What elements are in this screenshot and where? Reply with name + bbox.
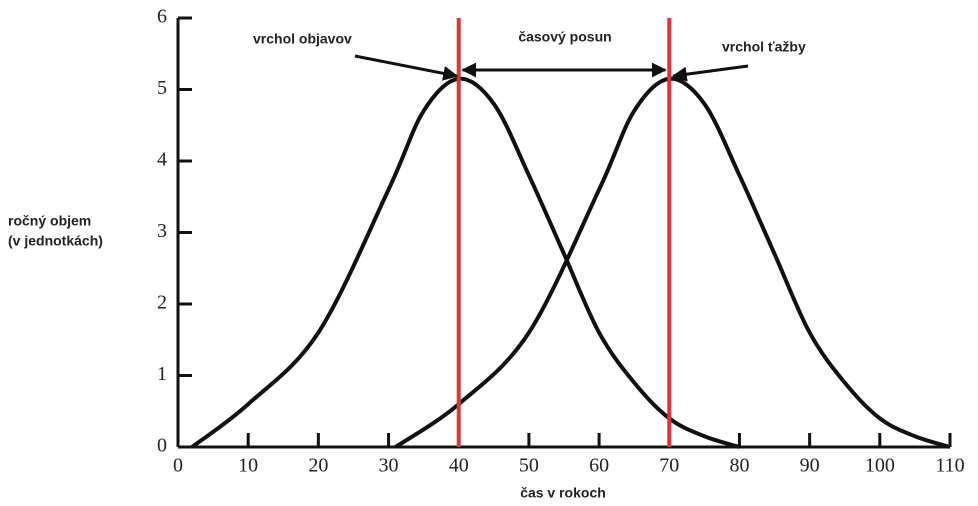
x-tick-label: 100 bbox=[865, 455, 895, 477]
x-tick-label: 0 bbox=[173, 455, 183, 477]
x-tick-label: 110 bbox=[935, 455, 964, 477]
x-tick-label: 30 bbox=[379, 455, 399, 477]
y-axis-label: (v jednotkách) bbox=[8, 233, 103, 249]
y-tick-label: 0 bbox=[157, 435, 167, 457]
y-tick-label: 2 bbox=[157, 292, 167, 314]
x-tick-label: 80 bbox=[729, 455, 749, 477]
y-tick-label: 5 bbox=[157, 77, 167, 99]
x-tick-label: 50 bbox=[519, 455, 539, 477]
y-tick-label: 1 bbox=[157, 363, 167, 385]
annotation: vrchol objavov bbox=[253, 31, 352, 47]
y-tick-label: 6 bbox=[157, 6, 167, 28]
y-axis-label: ročný objem bbox=[8, 213, 91, 229]
x-tick-label: 10 bbox=[238, 455, 258, 477]
line-series bbox=[394, 76, 951, 449]
x-tick-label: 60 bbox=[589, 455, 609, 477]
arrow bbox=[671, 64, 749, 82]
x-axis-label: čas v rokoch bbox=[520, 485, 606, 501]
annotation: časový posun bbox=[518, 29, 611, 45]
y-tick-label: 3 bbox=[157, 220, 167, 242]
line-series bbox=[190, 76, 741, 449]
annotation: vrchol ťažby bbox=[722, 39, 806, 55]
arrow bbox=[354, 54, 459, 81]
x-tick-label: 70 bbox=[659, 455, 679, 477]
x-tick-label: 20 bbox=[308, 455, 328, 477]
y-tick-label: 4 bbox=[157, 149, 167, 171]
x-tick-label: 40 bbox=[449, 455, 469, 477]
x-tick-label: 90 bbox=[800, 455, 820, 477]
